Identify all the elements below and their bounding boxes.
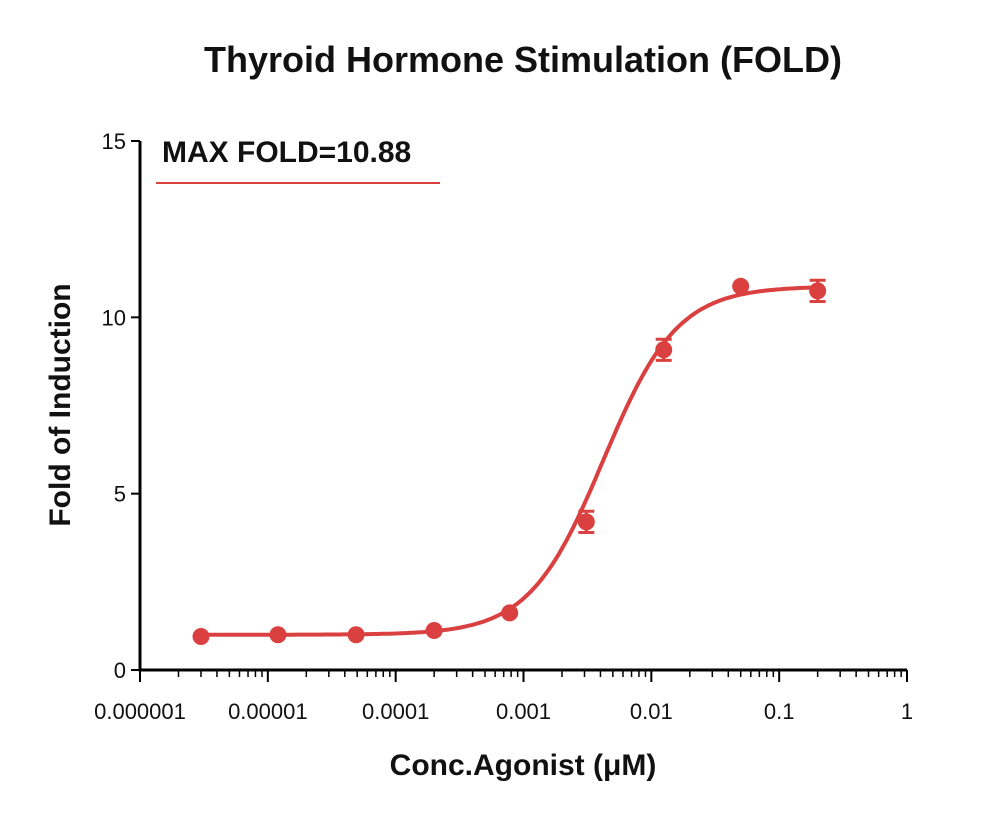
y-tick-label: 0: [114, 658, 126, 683]
y-tick-label: 10: [102, 305, 126, 330]
x-tick-label: 0.1: [764, 699, 795, 724]
axes: 0 5 10 15 0.000001 0.00001 0.0001 0.001 0.01 0.1 1: [94, 129, 913, 724]
x-tick-label: 0.0001: [362, 699, 429, 724]
max-fold-annotation: MAX FOLD=10.88: [162, 136, 411, 169]
x-tick-label: 0.01: [630, 699, 673, 724]
data-point: [732, 277, 750, 295]
y-axis-label: Fold of Induction: [44, 283, 77, 526]
x-axis-label: Conc.Agonist (μM): [390, 749, 657, 782]
data-point: [192, 627, 210, 645]
chart-title: Thyroid Hormone Stimulation (FOLD): [204, 39, 842, 80]
data-point: [501, 604, 519, 622]
x-tick-label: 0.001: [496, 699, 551, 724]
data-point: [577, 513, 595, 531]
x-tick-label: 0.000001: [94, 699, 186, 724]
data-point: [809, 282, 827, 300]
x-tick-label: 0.00001: [228, 699, 308, 724]
x-tick-label: 1: [901, 699, 913, 724]
fit-curve: [201, 285, 818, 637]
data-point: [347, 626, 365, 644]
y-tick-label: 5: [114, 482, 126, 507]
plot-area: [192, 277, 827, 645]
y-tick-label: 15: [102, 129, 126, 154]
data-point: [425, 622, 443, 640]
data-point: [269, 626, 287, 644]
data-point: [655, 341, 673, 359]
